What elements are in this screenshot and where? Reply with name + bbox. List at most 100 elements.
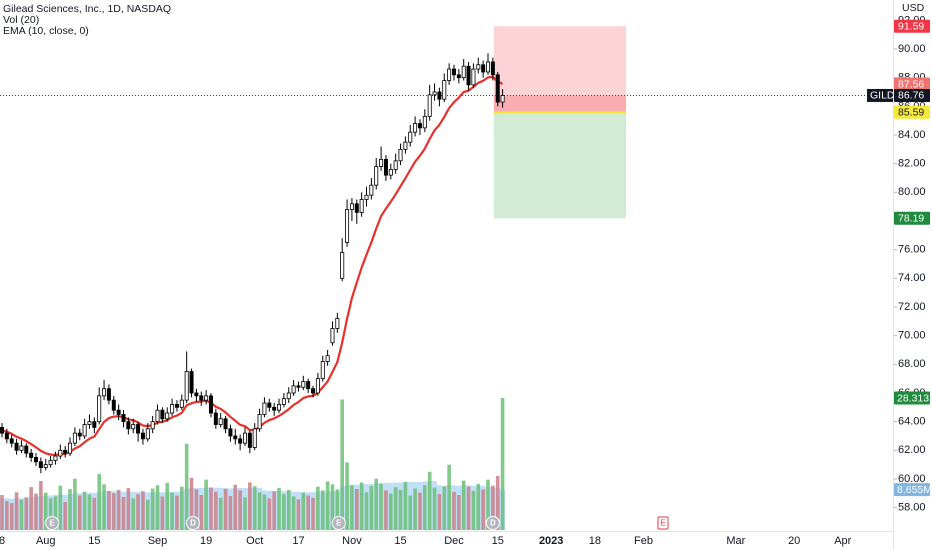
volume-bar	[486, 479, 490, 530]
candle-body	[374, 166, 379, 186]
candle-body	[340, 252, 345, 279]
y-tick-label: 70.00	[898, 330, 926, 342]
candle-body	[471, 68, 476, 86]
volume-bar	[257, 492, 262, 530]
volume-bar	[286, 489, 291, 530]
price-tag	[894, 77, 930, 91]
volume-bar	[233, 484, 238, 530]
volume-bar	[491, 485, 495, 530]
candle-body	[199, 395, 204, 401]
event-marker	[45, 516, 60, 530]
candle-body	[213, 412, 218, 425]
candle-body	[170, 404, 175, 414]
volume-bar	[97, 474, 101, 530]
volume-bar	[48, 498, 53, 530]
candle-body	[252, 428, 257, 448]
event-label: D	[490, 519, 496, 528]
y-tick-label: 68.00	[898, 358, 926, 370]
volume-bar	[116, 489, 121, 530]
volume-bar	[495, 475, 500, 530]
candle-body	[92, 421, 97, 428]
y-tick-label: 82.00	[898, 158, 926, 170]
volume-bar	[0, 495, 4, 530]
candle-body	[476, 64, 481, 70]
volume-bar	[77, 495, 82, 530]
candle-body	[174, 404, 179, 408]
x-tick-label: Dec	[444, 535, 464, 547]
candle-body	[102, 388, 107, 397]
volume-bar	[184, 443, 189, 530]
volume-bar	[403, 481, 408, 530]
volume-bar	[277, 488, 281, 530]
x-tick-label: Mar	[726, 535, 745, 547]
x-tick-label: Oct	[246, 535, 263, 547]
candle-body	[165, 412, 170, 420]
candle-body	[437, 91, 442, 100]
volume-bar	[14, 492, 19, 530]
volume-bar	[102, 484, 106, 530]
ema-line	[1, 75, 504, 456]
price-tag-label: 78.19	[898, 213, 924, 225]
event-label: E	[660, 519, 665, 528]
candle-body	[311, 388, 316, 394]
x-tick-label: Aug	[36, 535, 56, 547]
candle-body	[500, 95, 505, 103]
candle-body	[379, 158, 384, 167]
price-tag	[894, 211, 930, 225]
volume-bar	[350, 485, 354, 530]
volume-bar	[408, 495, 413, 530]
volume-bar	[389, 493, 393, 530]
candle-body	[320, 361, 325, 380]
volume-bar	[384, 490, 388, 530]
volume-bar	[437, 494, 442, 530]
volume-bar	[282, 494, 286, 530]
y-tick-label: 72.00	[898, 301, 926, 313]
candle-body	[286, 392, 291, 400]
volume-bar	[73, 478, 77, 530]
volume-bar	[199, 495, 204, 530]
plot-area	[0, 26, 893, 530]
candle-body	[359, 199, 364, 213]
candle-body	[87, 421, 92, 425]
price-tag	[894, 19, 930, 33]
x-tick-label: Nov	[342, 535, 362, 547]
volume-bar	[466, 486, 471, 530]
volume-bar	[68, 488, 72, 530]
candle-body	[388, 169, 393, 176]
volume-bar	[296, 499, 301, 530]
volume-bar	[262, 494, 267, 530]
candle-body	[442, 80, 447, 100]
volume-bar	[243, 497, 247, 530]
candle-body	[495, 74, 500, 103]
event-marker	[485, 516, 500, 530]
volume-tag	[894, 391, 930, 405]
candle-body	[184, 371, 189, 401]
volume-bar	[500, 398, 505, 530]
candle-body	[24, 445, 29, 454]
event-label: E	[336, 519, 342, 528]
x-tick-label: 19	[200, 535, 212, 547]
volume-bar	[393, 487, 398, 530]
candle-body	[29, 452, 34, 458]
volume-bar	[471, 490, 476, 530]
volume-bar	[160, 496, 165, 530]
volume-bar	[306, 495, 310, 530]
volume-bar	[452, 491, 456, 530]
candle-body	[451, 68, 456, 76]
volume-bar	[19, 499, 24, 530]
y-tick-label: 80.00	[898, 186, 926, 198]
volume-bar	[87, 494, 92, 530]
volume-bar	[209, 487, 213, 530]
volume-bar	[272, 491, 276, 530]
candle-body	[238, 438, 243, 444]
candle-body	[9, 438, 14, 444]
candle-body	[38, 461, 43, 468]
candle-body	[272, 406, 277, 411]
candle-body	[432, 91, 437, 96]
volume-bar	[379, 483, 383, 530]
volume-bar	[204, 479, 208, 530]
candle-body	[301, 381, 306, 388]
volume-bar	[301, 492, 306, 530]
candle-body	[208, 395, 213, 414]
volume-bar	[145, 499, 150, 530]
